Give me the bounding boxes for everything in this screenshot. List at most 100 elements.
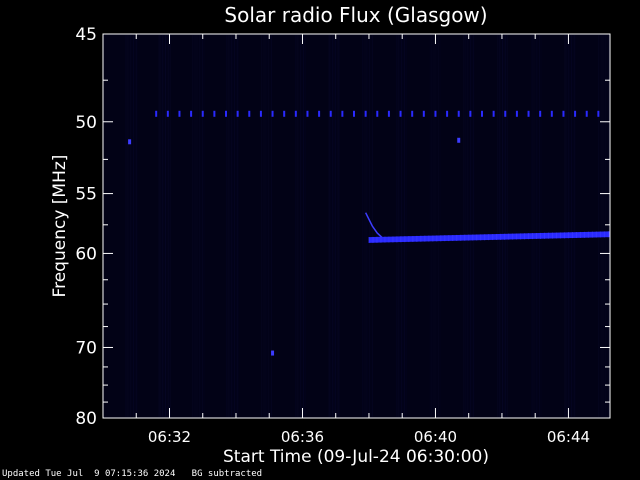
interference-mark: [574, 110, 577, 117]
signal-spot: [128, 139, 132, 145]
interference-mark: [515, 110, 518, 117]
emission-band-grain: [508, 233, 510, 240]
y-tick-label: 60: [75, 244, 97, 264]
y-tick-label: 55: [75, 185, 97, 205]
interference-mark: [318, 110, 321, 117]
interference-mark: [446, 110, 449, 117]
interference-mark: [166, 110, 169, 117]
emission-band-grain: [472, 234, 474, 241]
interference-mark: [248, 110, 251, 117]
interference-mark: [481, 110, 484, 117]
interference-mark: [550, 110, 553, 117]
interference-mark: [399, 110, 402, 117]
emission-band-grain: [555, 232, 557, 239]
interference-mark: [190, 110, 193, 117]
y-axis-title: Frequency [MHz]: [50, 155, 70, 298]
emission-band-grain: [412, 235, 414, 242]
emission-band-grain: [428, 235, 430, 242]
interference-mark: [155, 110, 158, 117]
emission-band-grain: [544, 232, 546, 239]
axis-tick-labels: 06:32 06:36 06:40 06:44 45 50 55 60 70 80: [75, 25, 590, 446]
plot-area: [103, 34, 610, 418]
emission-band-grain: [380, 236, 382, 243]
emission-band-grain: [480, 234, 482, 241]
emission-band-grain: [492, 234, 494, 241]
emission-band-grain: [476, 234, 478, 241]
interference-mark: [539, 110, 542, 117]
x-tick-label: 06:32: [148, 428, 191, 446]
interference-mark: [527, 110, 530, 117]
interference-mark: [364, 110, 367, 117]
emission-band-grain: [532, 233, 534, 240]
interference-mark: [387, 110, 390, 117]
interference-mark: [434, 110, 437, 117]
emission-band-grain: [587, 231, 589, 238]
interference-mark: [236, 110, 239, 117]
emission-band-grain: [563, 232, 565, 239]
emission-band-grain: [488, 234, 490, 241]
emission-band-grain: [591, 231, 593, 238]
interference-mark: [294, 110, 297, 117]
interference-mark: [411, 110, 414, 117]
emission-band-grain: [583, 231, 585, 238]
signal-spot: [271, 350, 275, 356]
emission-band-grain: [603, 231, 605, 238]
interference-mark: [306, 110, 309, 117]
emission-band-grain: [456, 234, 458, 241]
emission-band-grain: [516, 233, 518, 240]
interference-mark: [457, 110, 460, 117]
emission-band-grain: [524, 233, 526, 240]
burst-streak: [364, 212, 383, 239]
emission-band-grain: [464, 234, 466, 241]
background-texture: [102, 35, 609, 417]
emission-band-grain: [520, 233, 522, 240]
emission-band-grain: [424, 235, 426, 242]
interference-mark: [492, 110, 495, 117]
interference-mark: [178, 110, 181, 117]
interference-mark: [376, 110, 379, 117]
x-axis-title: Start Time (09-Jul-24 06:30:00): [223, 447, 489, 467]
update-status-text: Updated Tue Jul 9 07:15:36 2024 BG subtr…: [2, 469, 263, 479]
emission-band-grain: [420, 235, 422, 242]
emission-band-grain: [392, 236, 394, 243]
interference-mark: [504, 110, 507, 117]
emission-band-grain: [388, 236, 390, 243]
emission-band-grain: [448, 235, 450, 242]
signal-features: [128, 110, 610, 356]
y-tick-label: 80: [75, 409, 97, 429]
interference-mark: [201, 110, 204, 117]
emission-band-grain: [440, 235, 442, 242]
x-tick-label: 06:44: [547, 428, 590, 446]
signal-spot: [457, 137, 461, 143]
emission-band-grain: [595, 231, 597, 238]
axis-ticks: [103, 33, 610, 419]
emission-band-grain: [432, 235, 434, 242]
emission-band-grain: [444, 235, 446, 242]
interference-mark: [422, 110, 425, 117]
emission-band-grain: [400, 236, 402, 243]
interference-mark: [259, 110, 262, 117]
chart-title: Solar radio Flux (Glasgow): [224, 3, 487, 27]
emission-band-grain: [452, 235, 454, 242]
emission-band-grain: [599, 231, 601, 238]
interference-mark: [469, 110, 472, 117]
emission-band-grain: [460, 234, 462, 241]
emission-band-grain: [496, 233, 498, 240]
emission-band-grain: [571, 232, 573, 239]
emission-band-grain: [436, 235, 438, 242]
emission-band-grain: [416, 235, 418, 242]
interference-mark: [562, 110, 565, 117]
emission-band-grain: [468, 234, 470, 241]
emission-band-grain: [579, 231, 581, 238]
emission-band-grain: [404, 236, 406, 243]
emission-band-grain: [536, 232, 538, 239]
interference-mark: [283, 110, 286, 117]
emission-band-grain: [368, 236, 370, 243]
interference-mark: [225, 110, 228, 117]
emission-band-grain: [528, 233, 530, 240]
interference-mark: [585, 110, 588, 117]
interference-mark: [271, 110, 274, 117]
emission-band-grain: [547, 232, 549, 239]
emission-band-grain: [372, 236, 374, 243]
